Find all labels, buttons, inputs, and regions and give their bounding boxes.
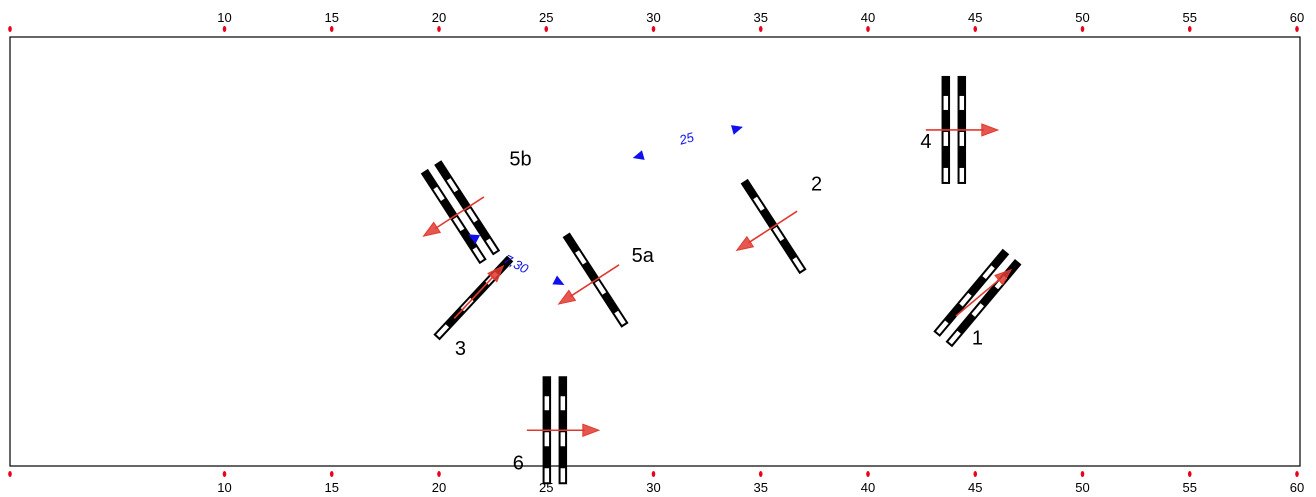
- bottom-ruler: 10 15 20 25 30 35 40 45 50 55 60: [8, 471, 1304, 495]
- ruler-tick-dot: [222, 26, 227, 32]
- ruler-tick-label: 20: [432, 10, 446, 25]
- ruler-tick-dot: [329, 471, 334, 477]
- distances-layer: 257,30: [468, 125, 743, 286]
- ruler-tick-label: 30: [646, 10, 660, 25]
- ruler-origin-dot: [8, 26, 12, 32]
- distance-marker: [468, 234, 481, 244]
- ruler-origin-dot: [8, 471, 12, 477]
- obstacle-label: 5b: [509, 149, 531, 171]
- ruler-tick-dot: [1080, 471, 1085, 477]
- ruler-tick-label: 10: [217, 480, 231, 495]
- jump-direction-arrow: [955, 268, 1013, 317]
- obstacle-label: 6: [513, 453, 524, 475]
- ruler-tick-dot: [437, 471, 441, 477]
- ruler-tick-dot: [866, 471, 870, 477]
- ruler-tick-dot: [651, 26, 656, 32]
- jump-direction-arrow: [557, 264, 620, 305]
- ruler-tick-dot: [1187, 26, 1192, 32]
- ruler-tick-label: 15: [325, 480, 339, 495]
- distance-marker: [552, 275, 565, 286]
- distance-label: 25: [677, 129, 697, 148]
- ruler-tick-label: 55: [1183, 480, 1197, 495]
- jump-direction-arrow: [735, 210, 798, 252]
- obstacles-layer: 1 2 3 4 5a 5b 6: [420, 75, 1022, 485]
- arena-outline: [9, 36, 1301, 467]
- ruler-tick-label: 60: [1290, 10, 1304, 25]
- ruler-tick-dot: [222, 471, 227, 477]
- ruler-tick-label: 20: [432, 480, 446, 495]
- ruler-tick-label: 50: [1075, 480, 1089, 495]
- ruler-tick-dot: [329, 26, 334, 32]
- obstacle-label: 2: [811, 174, 822, 196]
- ruler-tick-label: 10: [217, 10, 231, 25]
- ruler-tick-label: 55: [1183, 10, 1197, 25]
- ruler-tick-label: 35: [754, 480, 768, 495]
- obstacle-label: 1: [972, 327, 983, 349]
- ruler-tick-dot: [544, 26, 549, 32]
- top-ruler: 10 15 20 25 30 35 40 45 50 55 60: [8, 10, 1304, 32]
- distance-label: 7,30: [501, 251, 531, 276]
- ruler-tick-label: 50: [1075, 10, 1089, 25]
- obstacle-pole: [933, 248, 1010, 337]
- ruler-tick-label: 15: [325, 10, 339, 25]
- ruler-tick-dot: [1080, 26, 1085, 32]
- ruler-tick-dot: [651, 471, 656, 477]
- ruler-tick-label: 60: [1290, 480, 1304, 495]
- jump-direction-arrow: [453, 264, 505, 319]
- ruler-tick-label: 35: [754, 10, 768, 25]
- ruler-tick-dot: [866, 26, 870, 32]
- ruler-tick-dot: [758, 26, 763, 32]
- ruler-tick-label: 40: [861, 10, 875, 25]
- ruler-tick-dot: [1295, 471, 1299, 477]
- obstacle-label: 3: [455, 338, 466, 360]
- ruler-tick-dot: [1295, 26, 1299, 32]
- ruler-tick-label: 45: [968, 10, 982, 25]
- jump-direction-arrow: [925, 123, 1000, 137]
- ruler-tick-label: 45: [968, 480, 982, 495]
- distance-marker: [632, 150, 645, 160]
- obstacle-label: 5a: [632, 245, 655, 267]
- ruler-tick-dot: [758, 471, 763, 477]
- jump-direction-arrow: [422, 196, 485, 237]
- ruler-tick-dot: [1187, 471, 1192, 477]
- ruler-tick-dot: [973, 26, 978, 32]
- distance-marker: [730, 125, 743, 135]
- ruler-tick-label: 30: [646, 480, 660, 495]
- ruler-tick-label: 25: [539, 10, 553, 25]
- ruler-tick-label: 40: [861, 480, 875, 495]
- ruler-tick-dot: [973, 471, 978, 477]
- obstacle-label: 4: [920, 131, 931, 153]
- jump-direction-arrow: [526, 423, 601, 437]
- ruler-tick-dot: [437, 26, 441, 32]
